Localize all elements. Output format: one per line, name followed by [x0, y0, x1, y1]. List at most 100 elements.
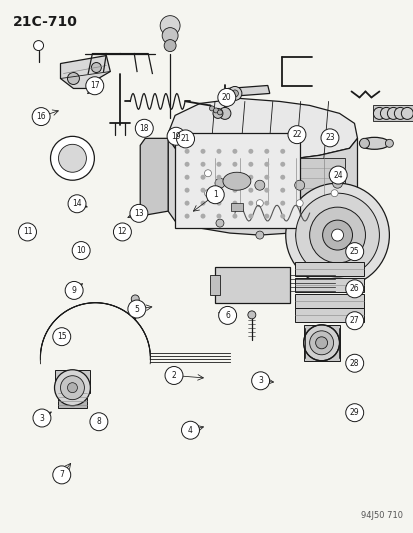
- Circle shape: [248, 200, 253, 206]
- Text: 8: 8: [96, 417, 101, 426]
- Circle shape: [216, 162, 221, 167]
- Circle shape: [216, 175, 221, 180]
- Circle shape: [67, 383, 77, 393]
- Circle shape: [176, 130, 194, 148]
- Circle shape: [280, 175, 285, 180]
- Polygon shape: [195, 158, 344, 203]
- Circle shape: [216, 149, 221, 154]
- Circle shape: [167, 127, 185, 145]
- Circle shape: [19, 223, 36, 241]
- Circle shape: [216, 200, 221, 206]
- Text: 21: 21: [180, 134, 190, 143]
- Circle shape: [200, 200, 205, 206]
- Polygon shape: [175, 133, 299, 228]
- Text: 28: 28: [349, 359, 358, 368]
- Circle shape: [285, 183, 389, 287]
- Circle shape: [320, 129, 338, 147]
- Circle shape: [204, 190, 211, 197]
- Polygon shape: [214, 267, 289, 303]
- Circle shape: [330, 169, 337, 177]
- Circle shape: [231, 90, 238, 97]
- Circle shape: [200, 188, 205, 193]
- Circle shape: [184, 162, 189, 167]
- Circle shape: [160, 15, 180, 36]
- Text: 4: 4: [188, 426, 192, 435]
- Circle shape: [165, 367, 183, 384]
- Circle shape: [209, 106, 214, 111]
- Circle shape: [263, 200, 268, 206]
- Circle shape: [232, 188, 237, 193]
- Polygon shape: [168, 99, 357, 161]
- Circle shape: [216, 219, 223, 227]
- Circle shape: [309, 207, 365, 263]
- Circle shape: [248, 162, 253, 167]
- Text: 24: 24: [332, 171, 342, 180]
- Circle shape: [254, 180, 264, 190]
- Circle shape: [200, 162, 205, 167]
- Circle shape: [33, 41, 43, 51]
- Circle shape: [218, 306, 236, 325]
- Circle shape: [295, 200, 302, 207]
- Polygon shape: [209, 275, 219, 295]
- Circle shape: [400, 108, 412, 119]
- Polygon shape: [294, 294, 363, 308]
- Text: 6: 6: [225, 311, 230, 320]
- Circle shape: [85, 77, 104, 95]
- Circle shape: [294, 180, 304, 190]
- Circle shape: [309, 331, 333, 355]
- Polygon shape: [373, 106, 412, 122]
- Circle shape: [113, 223, 131, 241]
- Circle shape: [65, 281, 83, 300]
- Circle shape: [333, 219, 341, 227]
- Polygon shape: [294, 278, 363, 292]
- Text: 21C-710: 21C-710: [13, 15, 77, 29]
- Circle shape: [214, 178, 224, 188]
- Text: 1: 1: [212, 190, 217, 199]
- Circle shape: [90, 413, 108, 431]
- Circle shape: [216, 188, 221, 193]
- Polygon shape: [294, 262, 363, 276]
- Polygon shape: [294, 308, 363, 322]
- Circle shape: [248, 149, 253, 154]
- Circle shape: [248, 175, 253, 180]
- Circle shape: [204, 169, 211, 177]
- Circle shape: [200, 149, 205, 154]
- Text: 7: 7: [59, 471, 64, 479]
- Circle shape: [394, 108, 405, 119]
- Circle shape: [67, 72, 79, 84]
- Circle shape: [256, 200, 263, 207]
- Text: 25: 25: [349, 247, 358, 256]
- Circle shape: [200, 214, 205, 219]
- Polygon shape: [230, 203, 242, 211]
- Text: 19: 19: [171, 132, 180, 141]
- Circle shape: [263, 188, 268, 193]
- Text: 20: 20: [221, 93, 231, 102]
- Text: 9: 9: [71, 286, 76, 295]
- Text: 3: 3: [258, 376, 262, 385]
- Circle shape: [345, 354, 363, 372]
- Circle shape: [212, 108, 223, 118]
- Polygon shape: [168, 139, 357, 235]
- Circle shape: [251, 372, 269, 390]
- Circle shape: [330, 190, 337, 197]
- Text: 2: 2: [171, 371, 176, 380]
- Circle shape: [58, 144, 86, 172]
- Circle shape: [345, 312, 363, 330]
- Circle shape: [32, 108, 50, 126]
- Circle shape: [55, 370, 90, 406]
- Circle shape: [50, 136, 94, 180]
- Circle shape: [232, 162, 237, 167]
- Circle shape: [217, 88, 235, 107]
- Text: 16: 16: [36, 112, 46, 121]
- Circle shape: [135, 119, 153, 138]
- Circle shape: [232, 175, 237, 180]
- Circle shape: [131, 295, 139, 303]
- Text: 27: 27: [349, 316, 358, 325]
- Text: 29: 29: [349, 408, 358, 417]
- Polygon shape: [303, 325, 339, 361]
- Circle shape: [303, 325, 339, 361]
- Circle shape: [184, 214, 189, 219]
- Text: 18: 18: [139, 124, 149, 133]
- Circle shape: [328, 166, 347, 184]
- Circle shape: [213, 108, 218, 113]
